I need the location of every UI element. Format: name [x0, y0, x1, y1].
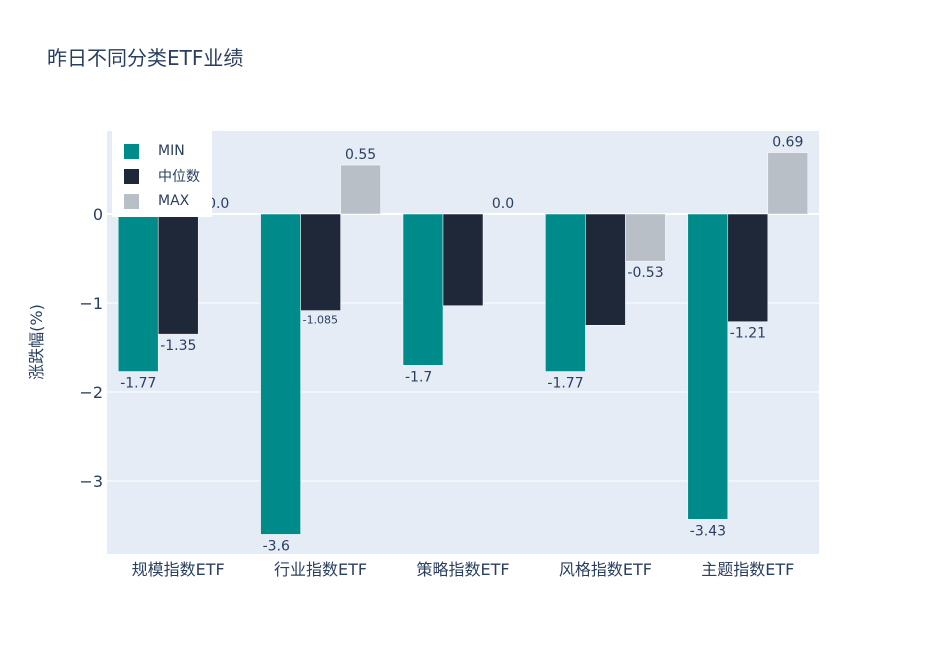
data-label: -1.77 [120, 376, 156, 392]
y-axis-label: 涨跌幅(%) [27, 304, 46, 380]
legend: MIN 中位数 MAX [112, 131, 212, 217]
legend-label-min: MIN [158, 143, 185, 159]
legend-label-median: 中位数 [158, 169, 200, 185]
bar-median[interactable] [442, 213, 484, 306]
legend-swatch-median [124, 168, 139, 184]
legend-item-median[interactable]: 中位数 [124, 166, 200, 186]
data-label: -1.7 [405, 369, 432, 385]
y-tick-label: −1 [79, 294, 103, 313]
chart-title: 昨日不同分类ETF业绩 [47, 46, 244, 70]
bar-median[interactable] [157, 213, 199, 335]
y-tick-label: −3 [79, 472, 103, 491]
x-tick-label: 主题指数ETF [701, 560, 794, 579]
bars [117, 152, 809, 535]
legend-item-max[interactable]: MAX [124, 191, 189, 211]
bar-median[interactable] [727, 213, 769, 322]
x-tick-label: 行业指数ETF [274, 560, 367, 579]
data-label: 0.69 [772, 135, 803, 151]
data-label: 0.0 [492, 196, 514, 212]
legend-item-min[interactable]: MIN [124, 141, 185, 161]
bar-max[interactable] [340, 164, 381, 215]
data-label: -3.6 [263, 538, 290, 554]
data-label: 0.55 [345, 147, 376, 163]
data-label: -1.77 [547, 376, 583, 392]
legend-swatch-max [124, 193, 139, 209]
bar-median[interactable] [585, 213, 626, 326]
x-tick-label: 策略指数ETF [416, 560, 509, 579]
bar-min[interactable] [545, 213, 586, 372]
data-label: -1.21 [730, 326, 766, 342]
data-label: 0.0 [207, 196, 229, 212]
x-tick-label: 规模指数ETF [132, 560, 225, 579]
data-label: -1.085 [303, 314, 338, 327]
y-tick-label: −2 [79, 383, 103, 402]
bar-min[interactable] [687, 213, 729, 520]
bar-max[interactable] [767, 152, 809, 215]
legend-label-max: MAX [158, 193, 190, 209]
data-label: -1.35 [160, 338, 196, 354]
bar-min[interactable] [402, 213, 444, 366]
x-tick-label: 风格指数ETF [559, 560, 652, 579]
bar-labels: -1.77 -1.35 0.0 -3.6 -1.085 0.55 -1.7 0.0 -1.77 -… [120, 135, 803, 555]
y-tick-label: 0 [93, 205, 103, 224]
bar-max[interactable] [625, 213, 666, 262]
bar-median[interactable] [300, 213, 341, 311]
x-tick-labels: 规模指数ETF 行业指数ETF 策略指数ETF 风格指数ETF 主题指数ETF [132, 560, 795, 579]
bar-min[interactable] [117, 213, 159, 372]
data-label: -3.43 [690, 523, 726, 539]
bar-min[interactable] [260, 213, 301, 535]
legend-swatch-min [124, 143, 139, 159]
y-tick-labels: 0 −1 −2 −3 [79, 205, 103, 491]
data-label: -0.53 [627, 265, 663, 281]
